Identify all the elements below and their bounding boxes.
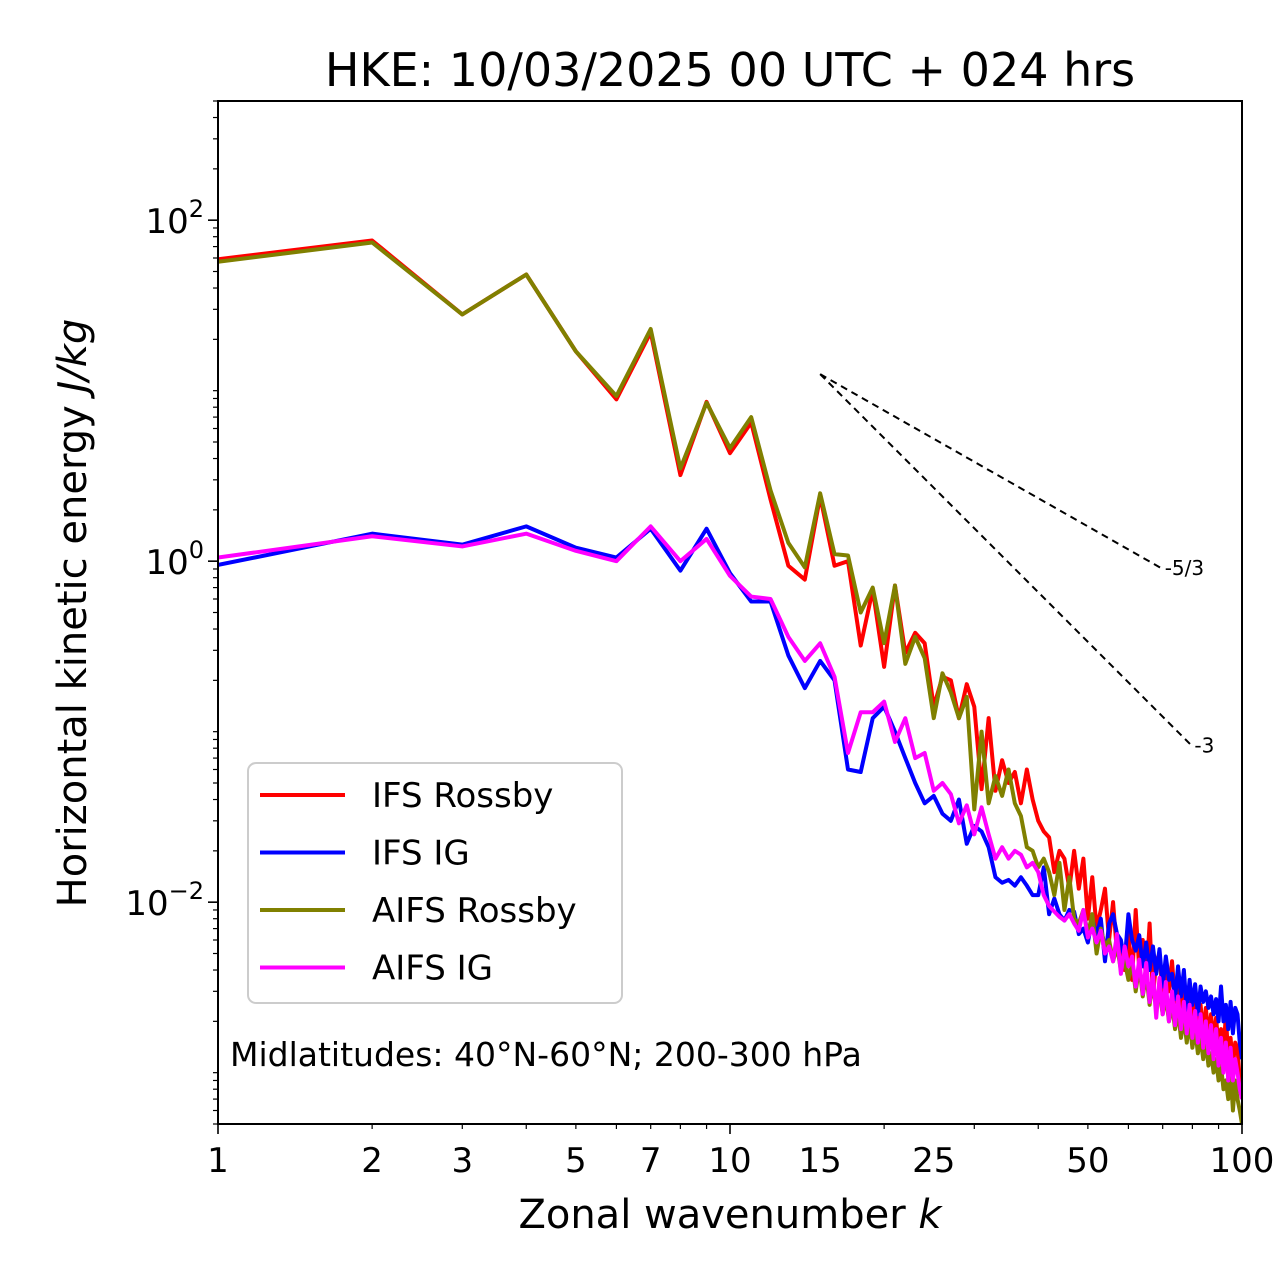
x-tick-label: 1 bbox=[207, 1141, 229, 1181]
x-tick-label: 25 bbox=[912, 1141, 955, 1181]
slope-label: -5/3 bbox=[1165, 556, 1204, 580]
x-tick-label: 50 bbox=[1066, 1141, 1109, 1181]
y-tick-label: 100 bbox=[145, 536, 204, 583]
y-tick-exponent: 0 bbox=[189, 536, 204, 564]
x-axis-ticks: 1 2 3 5 7 10 15 25 50 100 bbox=[207, 1124, 1274, 1181]
legend-label: AIFS Rossby bbox=[372, 891, 577, 931]
x-tick-label: 3 bbox=[451, 1141, 473, 1181]
reference-slopes: -5/3 -3 bbox=[819, 373, 1214, 757]
x-tick-label: 5 bbox=[565, 1141, 587, 1181]
slope-line bbox=[819, 373, 1164, 570]
y-tick-exponent: −2 bbox=[169, 877, 204, 905]
chart-legend: IFS Rossby IFS IG AIFS Rossby AIFS IG bbox=[247, 762, 623, 1004]
y-axis-label: Horizontal kinetic energy J/kg bbox=[50, 319, 96, 908]
legend-label: IFS IG bbox=[372, 834, 470, 874]
plot-frame bbox=[217, 100, 1243, 1125]
y-tick-exponent: 2 bbox=[189, 195, 204, 223]
legend-label: AIFS IG bbox=[372, 949, 493, 989]
x-axis-label: Zonal wavenumber k bbox=[518, 1192, 943, 1238]
y-tick-base: 10 bbox=[145, 202, 188, 242]
slope-label: -3 bbox=[1194, 733, 1214, 757]
chart-title: HKE: 10/03/2025 00 UTC + 024 hrs bbox=[325, 43, 1135, 97]
slope-line bbox=[819, 373, 1194, 748]
series-line-aifs-ig bbox=[218, 524, 1242, 1100]
y-tick-base: 10 bbox=[125, 884, 168, 924]
legend-label: IFS Rossby bbox=[372, 776, 553, 816]
x-tick-label: 7 bbox=[640, 1141, 662, 1181]
x-tick-label: 15 bbox=[799, 1141, 842, 1181]
x-tick-label: 100 bbox=[1210, 1141, 1275, 1181]
legend-frame bbox=[247, 762, 623, 1004]
x-tick-label: 2 bbox=[361, 1141, 383, 1181]
y-tick-label: 10−2 bbox=[125, 877, 204, 924]
region-annotation: Midlatitudes: 40°N-60°N; 200-300 hPa bbox=[230, 1035, 862, 1074]
series-lines bbox=[218, 238, 1242, 1124]
x-tick-label: 10 bbox=[708, 1141, 751, 1181]
y-tick-base: 10 bbox=[145, 543, 188, 583]
y-tick-label: 102 bbox=[145, 195, 204, 242]
